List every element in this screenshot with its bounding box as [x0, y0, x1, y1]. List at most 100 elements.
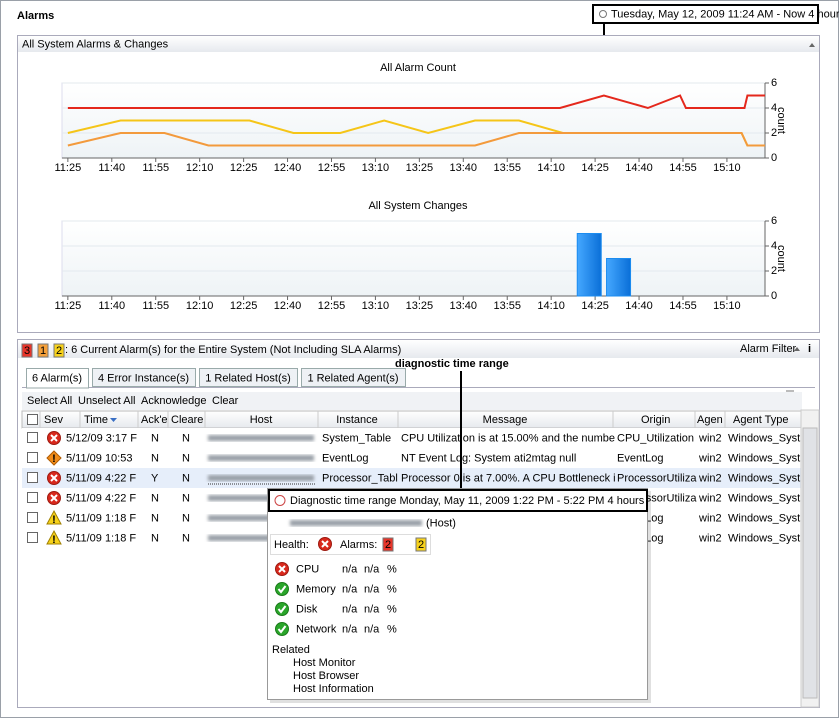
metric-name: CPU	[296, 563, 319, 575]
series-line	[67, 132, 765, 147]
checkbox[interactable]	[27, 432, 38, 443]
table-row[interactable]	[22, 428, 801, 448]
tab[interactable]	[199, 368, 298, 387]
cell-agent-type: Windows_Syst	[728, 472, 800, 484]
x-tick-label: 14:10	[537, 300, 565, 312]
metric-name: Network	[296, 623, 337, 635]
info-button[interactable]: i	[808, 343, 811, 355]
toolbar-button[interactable]: Unselect All	[78, 395, 135, 407]
x-tick-label: 12:25	[230, 300, 258, 312]
error-icon-x	[321, 540, 329, 548]
checkbox[interactable]	[27, 452, 38, 463]
y-tick-label: 2	[771, 127, 777, 139]
column-header[interactable]: Agen	[697, 414, 723, 426]
count-badge-text: 2	[385, 539, 391, 551]
column-header[interactable]: Sev	[44, 414, 63, 426]
metric-value: n/a	[342, 583, 358, 595]
checkbox[interactable]	[27, 512, 38, 523]
popup-title-icon	[274, 495, 286, 506]
tab[interactable]	[92, 368, 196, 387]
count-badge-text: 2	[418, 539, 424, 551]
column-header[interactable]: Cleare	[171, 414, 203, 426]
related-link[interactable]: Host Information	[293, 683, 374, 695]
time-range[interactable]: Tuesday, May 12, 2009 11:24 AM - Now 4 h…	[611, 8, 839, 20]
x-tick-label: 11:25	[54, 300, 81, 312]
x-tick-label: 12:40	[274, 300, 302, 312]
error-icon-x	[50, 494, 58, 502]
related-link[interactable]: Host Monitor	[293, 657, 356, 669]
count-badge-text: 1	[40, 345, 46, 357]
x-tick-label: 12:10	[186, 162, 214, 174]
x-tick-label: 12:55	[318, 162, 346, 174]
metric-unit: %	[387, 583, 397, 595]
warning-icon	[46, 529, 62, 545]
sort-indicator	[110, 418, 117, 422]
bar	[576, 233, 602, 297]
y-tick-label: 6	[771, 215, 777, 227]
cell-agent-type: Windows_Syst	[728, 492, 800, 504]
metric-value: n/a	[364, 563, 380, 575]
x-tick-label: 14:25	[581, 300, 609, 312]
cell-time: 5/11/09 4:22 F	[66, 472, 136, 484]
tab-label[interactable]: 1 Related Host(s)	[205, 372, 291, 384]
x-tick-label: 11:40	[98, 300, 125, 312]
toolbar-button[interactable]: Acknowledge	[141, 395, 206, 407]
checkbox[interactable]	[27, 492, 38, 503]
popup-title-box	[268, 489, 648, 512]
table-row[interactable]	[22, 468, 801, 488]
cell-cleared: N	[182, 532, 190, 544]
x-tick-label: 14:55	[669, 300, 697, 312]
column-header[interactable]: Time	[84, 414, 108, 426]
column-header[interactable]: Origin	[641, 414, 670, 426]
ok-icon	[275, 622, 289, 636]
y-axis-label: count	[775, 107, 787, 134]
error-icon-x	[278, 565, 286, 573]
tab-label[interactable]: 1 Related Agent(s)	[307, 372, 398, 384]
y-tick-label: 0	[771, 290, 777, 302]
collapse-button[interactable]	[809, 43, 815, 47]
checkbox[interactable]	[27, 414, 38, 425]
x-tick-label: 15:10	[713, 300, 741, 312]
scroll-thumb[interactable]	[802, 427, 818, 699]
error-icon-x	[50, 434, 58, 442]
column-header[interactable]: Agent Type	[733, 414, 788, 426]
count-badge-text: 2	[56, 345, 62, 357]
column-header[interactable]: Ack'e	[141, 414, 168, 426]
tab-label[interactable]: 4 Error Instance(s)	[98, 372, 189, 384]
page-title: Alarms	[17, 10, 54, 22]
cell-agent-type: Windows_Syst	[728, 432, 800, 444]
table-row[interactable]	[22, 448, 801, 468]
checkbox[interactable]	[27, 472, 38, 483]
charts-panel-title: All System Alarms & Changes	[22, 38, 169, 50]
column-header[interactable]: Message	[483, 414, 528, 426]
tab-label[interactable]: 6 Alarm(s)	[32, 372, 82, 384]
chart-title: All Alarm Count	[380, 62, 456, 74]
ok-icon-check	[277, 585, 287, 594]
host-redacted	[208, 475, 314, 481]
alarm-filter[interactable]: Alarm Filter	[740, 343, 797, 355]
time-range-icon	[599, 10, 607, 18]
toolbar-button[interactable]: Clear	[212, 395, 239, 407]
column-header[interactable]: Host	[250, 414, 273, 426]
x-tick-label: 14:25	[581, 162, 609, 174]
health-box	[270, 534, 431, 555]
cell-message: Processor 0 is at 7.00%. A CPU Bottlenec…	[401, 472, 616, 484]
cell-ack: N	[151, 512, 159, 524]
related-link[interactable]: Host Browser	[293, 670, 359, 682]
x-tick-label: 13:55	[493, 300, 521, 312]
alarm-summary: : 6 Current Alarm(s) for the Entire Syst…	[65, 344, 401, 356]
cell-origin: CPU_Utilization	[617, 432, 694, 444]
tab[interactable]	[26, 368, 89, 389]
checkbox[interactable]	[27, 532, 38, 543]
x-tick-label: 13:40	[450, 300, 478, 312]
major-icon	[46, 450, 62, 466]
x-tick-label: 15:10	[713, 162, 741, 174]
metric-value: n/a	[364, 583, 380, 595]
host-suffix: (Host)	[426, 517, 456, 529]
cell-cleared: N	[182, 492, 190, 504]
toolbar-button[interactable]: Select All	[27, 395, 72, 407]
ok-icon	[275, 602, 289, 616]
tab[interactable]	[301, 368, 406, 387]
column-header[interactable]: Instance	[336, 414, 378, 426]
time-range-box	[592, 4, 819, 24]
